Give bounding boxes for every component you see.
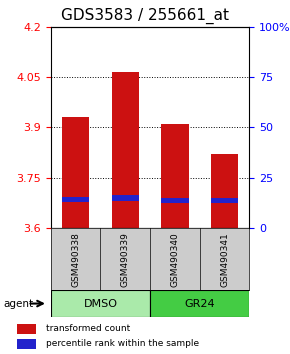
- Text: GSM490339: GSM490339: [121, 232, 130, 287]
- Bar: [112, 195, 139, 201]
- Text: agent: agent: [3, 298, 33, 309]
- Bar: [17, 339, 36, 349]
- Text: DMSO: DMSO: [84, 298, 117, 309]
- Text: GSM490341: GSM490341: [220, 232, 229, 287]
- Bar: [150, 290, 249, 317]
- Text: GSM490340: GSM490340: [171, 232, 180, 287]
- Text: transformed count: transformed count: [46, 324, 130, 333]
- Text: GR24: GR24: [184, 298, 215, 309]
- Text: percentile rank within the sample: percentile rank within the sample: [46, 339, 200, 348]
- Bar: [161, 198, 188, 204]
- Bar: [161, 124, 188, 228]
- Bar: [62, 118, 89, 228]
- Bar: [211, 198, 238, 203]
- Bar: [17, 324, 36, 334]
- Bar: [112, 72, 139, 228]
- Text: GDS3583 / 255661_at: GDS3583 / 255661_at: [61, 8, 229, 24]
- Bar: [62, 197, 89, 202]
- Bar: [51, 290, 150, 317]
- Bar: [211, 154, 238, 228]
- Text: GSM490338: GSM490338: [71, 232, 80, 287]
